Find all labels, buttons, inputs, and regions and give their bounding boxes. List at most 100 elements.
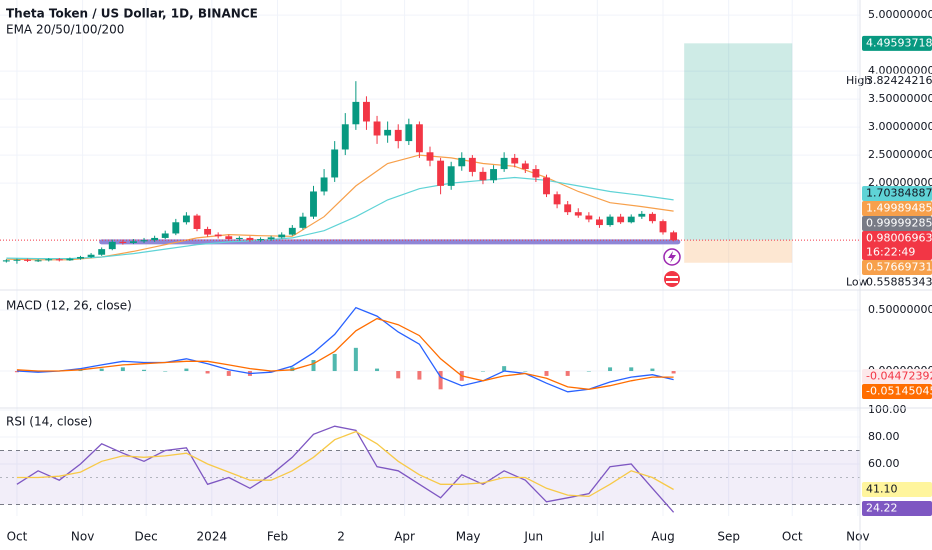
candle-body	[553, 194, 561, 205]
x-tick-label: Oct	[782, 530, 803, 544]
histogram-bar	[523, 371, 528, 372]
price-label-box	[862, 368, 932, 384]
price-label-box	[862, 201, 932, 216]
candle-body	[437, 160, 445, 186]
price-tag-box	[840, 275, 862, 290]
price-label: 3.82424216	[866, 74, 932, 87]
candle-body	[659, 221, 667, 233]
price-label: 0.57669731	[866, 261, 932, 274]
histogram-bar	[353, 347, 358, 372]
histogram-bar	[650, 368, 655, 372]
histogram-bar	[142, 369, 147, 372]
candle-body	[257, 239, 264, 241]
y-tick-label: 3.00000000	[868, 120, 932, 133]
price-label-box	[862, 35, 932, 51]
candle-body	[426, 152, 434, 161]
candle-body	[98, 249, 106, 255]
price-label: 0.98006963	[866, 232, 932, 245]
candle-body	[225, 236, 233, 240]
price-label-box	[862, 482, 932, 498]
candle-body	[490, 169, 497, 181]
candle-body	[77, 256, 84, 259]
candle-body	[606, 216, 614, 226]
candle-body	[204, 228, 212, 235]
candle-body	[246, 237, 254, 241]
candle-body	[267, 237, 275, 240]
y-tick-label: 100.00	[868, 403, 907, 416]
histogram-bar	[502, 366, 507, 372]
histogram-bar	[375, 368, 380, 372]
candle-body	[341, 124, 349, 150]
x-tick-label: Aug	[651, 530, 674, 544]
candle-body	[331, 149, 339, 178]
x-tick-label: Oct	[7, 530, 28, 544]
indicator-line	[16, 306, 674, 393]
histogram-bar	[99, 368, 104, 372]
price-label-box	[862, 231, 932, 260]
histogram-bar	[586, 371, 591, 372]
candle-body	[648, 213, 656, 222]
histogram-bar	[226, 371, 231, 376]
candle-body	[521, 163, 529, 170]
price-label: 1.49989485	[866, 202, 932, 215]
price-label: 24.22	[866, 502, 898, 515]
price-label: 0.55885343	[866, 276, 932, 289]
candle-body	[373, 121, 381, 136]
candle-body	[310, 191, 317, 217]
candle-body	[151, 237, 159, 241]
position-target-zone	[684, 43, 793, 241]
candle-body	[161, 233, 169, 238]
flag-stripe	[666, 281, 678, 283]
y-tick-label: 60.00	[868, 457, 900, 470]
price-label: -0.04472392	[866, 369, 932, 382]
histogram-bar	[544, 371, 549, 376]
x-tick-label: Jun	[523, 530, 543, 544]
price-label: 1.70384887	[866, 187, 932, 200]
price-label-box	[862, 260, 932, 275]
indicator-title: MACD (12, 26, close)	[6, 299, 132, 313]
candle-body	[532, 169, 540, 178]
histogram-bar	[120, 367, 125, 372]
candle-body	[405, 124, 413, 142]
histogram-bar	[311, 360, 316, 372]
candle-body	[172, 222, 180, 234]
x-tick-label: Nov	[71, 530, 94, 544]
candle-body	[288, 227, 296, 235]
histogram-bar	[671, 371, 676, 374]
candle-body	[108, 241, 116, 250]
candle-body	[479, 171, 487, 181]
y-tick-label: 0.50000000	[868, 303, 932, 316]
candle-body	[585, 215, 593, 220]
candle-body	[415, 124, 423, 153]
candle-body	[24, 259, 31, 261]
y-tick-label: 2.00000000	[868, 176, 932, 189]
price-label-box	[862, 383, 932, 399]
flag-icon[interactable]	[664, 271, 680, 287]
y-tick-label: 2.50000000	[868, 148, 932, 161]
histogram-bar	[480, 371, 485, 372]
candle-body	[638, 213, 646, 217]
price-tag-box	[840, 73, 862, 89]
candle-body	[564, 204, 572, 213]
indicator-line	[16, 425, 675, 513]
candle-body	[468, 157, 476, 172]
histogram-bar	[332, 353, 337, 372]
candle-body	[511, 157, 519, 164]
histogram-bar	[417, 371, 422, 380]
x-tick-label: Sep	[717, 530, 740, 544]
candle-body	[500, 157, 508, 170]
candle-body	[352, 101, 360, 125]
price-label: 4.49593718	[866, 36, 932, 49]
candle-body	[182, 215, 190, 223]
event-icons[interactable]	[663, 248, 681, 287]
candle-body	[458, 157, 466, 167]
candle-body	[447, 166, 455, 186]
price-label-box	[862, 186, 932, 201]
price-label: 41.10	[866, 483, 898, 496]
candle-body	[55, 259, 63, 261]
y-tick-label: 80.00	[868, 430, 900, 443]
candle-body	[363, 101, 370, 122]
